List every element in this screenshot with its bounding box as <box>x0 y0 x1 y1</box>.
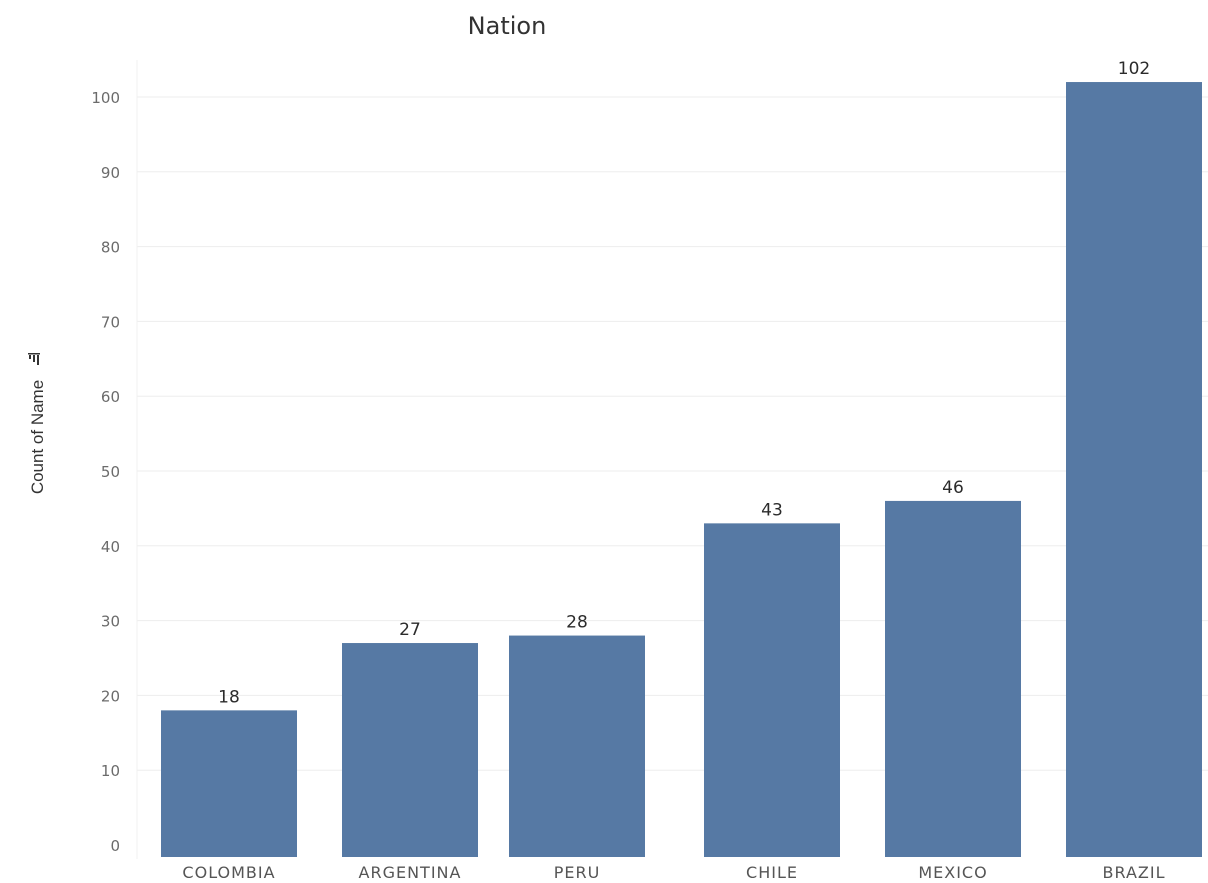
bar-colombia[interactable] <box>161 710 297 857</box>
data-labels: 18 27 28 43 46 102 <box>218 59 1150 707</box>
y-tick-label: 40 <box>101 538 120 556</box>
gridlines <box>136 60 1208 859</box>
category-label-mexico: MEXICO <box>918 863 987 882</box>
data-label-mexico: 46 <box>942 478 964 498</box>
y-tick-label: 50 <box>101 463 120 481</box>
category-label-colombia: COLOMBIA <box>182 863 275 882</box>
bar-brazil[interactable] <box>1066 82 1202 858</box>
category-label-chile: CHILE <box>746 863 798 882</box>
data-label-brazil: 102 <box>1118 59 1150 79</box>
y-tick-label: 60 <box>101 388 120 406</box>
y-tick-label: 70 <box>101 313 120 331</box>
y-tick-label: 100 <box>91 89 120 107</box>
chart-title: Nation <box>468 12 547 40</box>
data-label-chile: 43 <box>761 500 783 520</box>
data-label-peru: 28 <box>566 613 588 633</box>
y-tick-label: 30 <box>101 613 120 631</box>
category-label-brazil: BRAZIL <box>1103 863 1166 882</box>
bars <box>161 82 1202 858</box>
x-axis-categories: COLOMBIA ARGENTINA PERU CHILE MEXICO BRAZIL <box>182 863 1166 882</box>
y-tick-label: 80 <box>101 239 120 257</box>
category-label-peru: PERU <box>554 863 601 882</box>
y-tick-label: 90 <box>101 164 120 182</box>
bar-chile[interactable] <box>704 523 840 857</box>
sort-descending-icon[interactable] <box>28 353 40 365</box>
bar-peru[interactable] <box>509 635 645 857</box>
y-axis-title-group: Count of Name <box>28 380 47 494</box>
data-label-argentina: 27 <box>399 620 421 640</box>
data-label-colombia: 18 <box>218 687 240 707</box>
y-axis-title: Count of Name <box>28 380 47 494</box>
bar-mexico[interactable] <box>885 500 1021 857</box>
y-tick-label: 0 <box>110 837 120 855</box>
bar-argentina[interactable] <box>342 643 478 857</box>
category-label-argentina: ARGENTINA <box>359 863 462 882</box>
y-tick-label: 10 <box>101 762 120 780</box>
y-axis-ticks: 0 10 20 30 40 50 60 70 80 90 100 <box>91 89 120 855</box>
y-tick-label: 20 <box>101 687 120 705</box>
